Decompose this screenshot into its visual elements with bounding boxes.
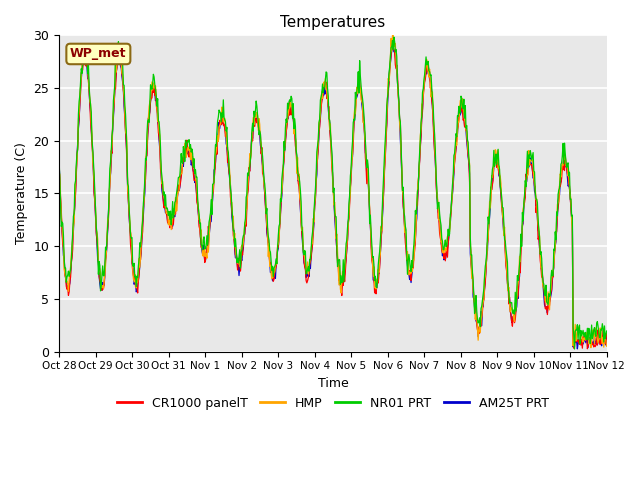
X-axis label: Time: Time [317, 377, 348, 390]
Text: WP_met: WP_met [70, 48, 127, 60]
Y-axis label: Temperature (C): Temperature (C) [15, 143, 28, 244]
Legend: CR1000 panelT, HMP, NR01 PRT, AM25T PRT: CR1000 panelT, HMP, NR01 PRT, AM25T PRT [112, 392, 554, 415]
Title: Temperatures: Temperatures [280, 15, 385, 30]
